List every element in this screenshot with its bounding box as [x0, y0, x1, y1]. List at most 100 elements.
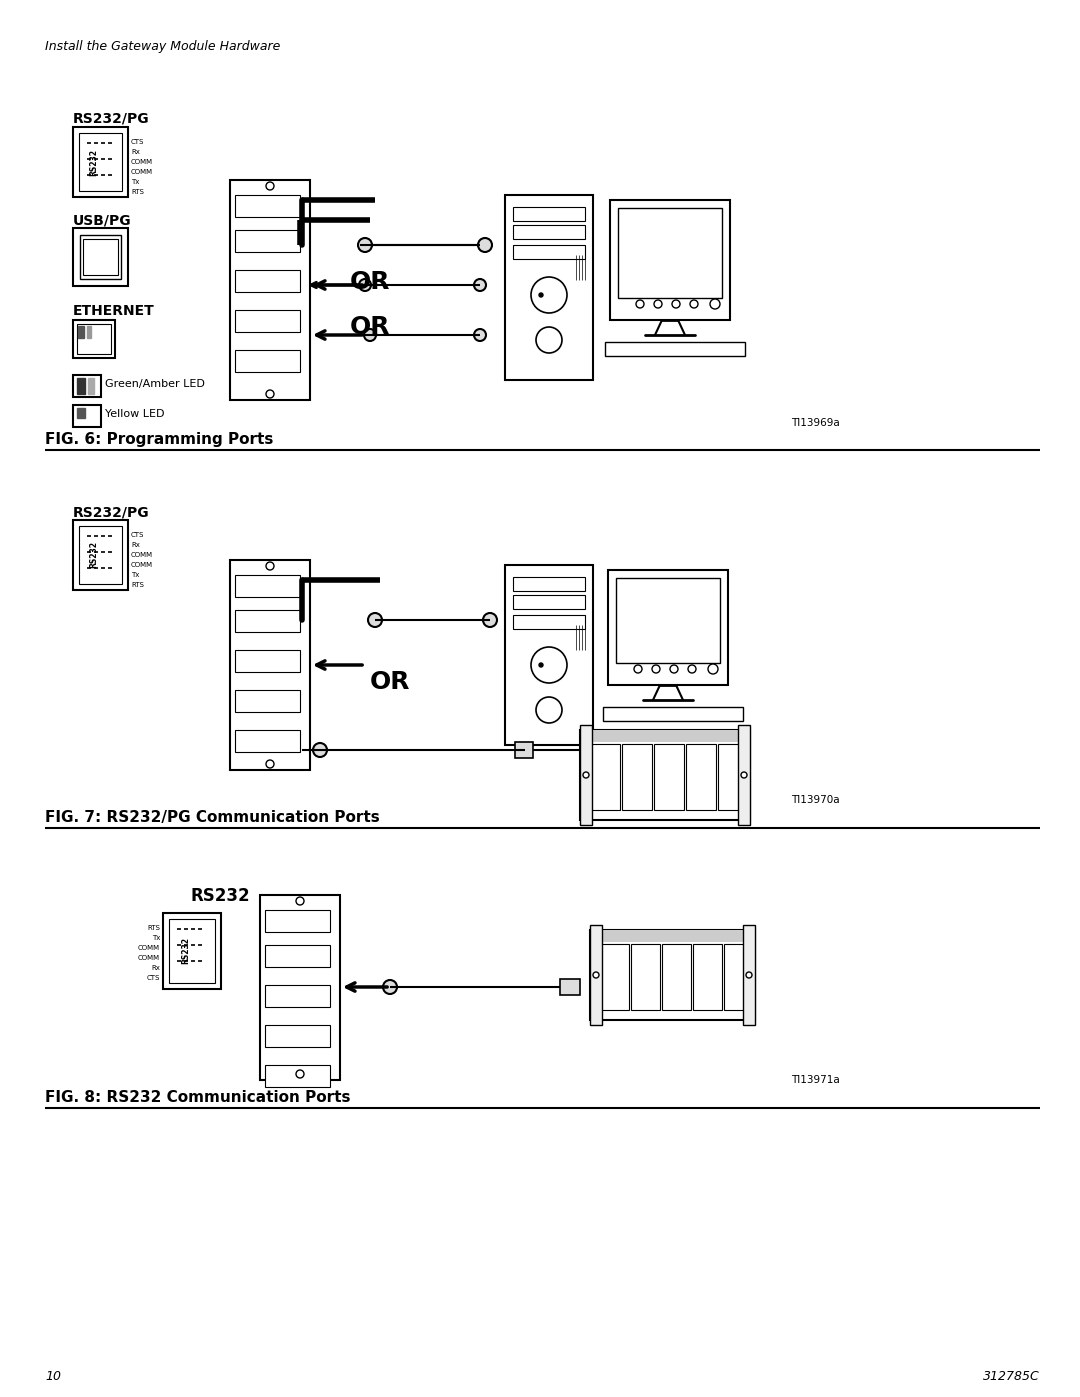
Bar	[610, 200, 730, 320]
Bar	[580, 731, 750, 742]
Circle shape	[654, 300, 662, 307]
Circle shape	[296, 897, 303, 905]
Circle shape	[636, 300, 644, 307]
Text: OR: OR	[350, 270, 390, 293]
Text: Rx: Rx	[151, 965, 160, 971]
Text: COMM: COMM	[131, 169, 153, 175]
Circle shape	[266, 562, 274, 570]
Bar	[77, 379, 85, 394]
Circle shape	[536, 327, 562, 353]
Bar	[73, 520, 129, 590]
Text: Yellow LED: Yellow LED	[105, 409, 164, 419]
Bar	[79, 133, 122, 191]
Bar	[235, 576, 300, 597]
Text: TI13971a: TI13971a	[792, 1076, 840, 1085]
Bar	[78, 326, 84, 338]
Bar	[505, 196, 593, 380]
Circle shape	[670, 665, 678, 673]
Text: Rx: Rx	[131, 542, 140, 548]
Text: CTS: CTS	[131, 138, 145, 145]
Circle shape	[357, 237, 372, 251]
Circle shape	[741, 773, 747, 778]
Bar	[235, 231, 300, 251]
Text: Tx: Tx	[151, 935, 160, 942]
Bar	[622, 745, 652, 810]
Bar	[743, 925, 755, 1025]
Text: COMM: COMM	[131, 562, 153, 569]
Bar	[590, 930, 755, 1020]
Text: TI13970a: TI13970a	[792, 795, 840, 805]
Bar	[265, 909, 330, 932]
Bar	[631, 944, 660, 1010]
Circle shape	[634, 665, 642, 673]
Text: Rx: Rx	[131, 149, 140, 155]
Bar	[513, 595, 585, 609]
Circle shape	[266, 760, 274, 768]
Bar	[616, 578, 720, 664]
Text: COMM: COMM	[131, 159, 153, 165]
Bar	[83, 239, 118, 275]
Bar	[265, 985, 330, 1007]
Bar	[513, 615, 585, 629]
Bar	[515, 742, 534, 759]
Circle shape	[383, 981, 397, 995]
Circle shape	[710, 299, 720, 309]
Text: Install the Gateway Module Hardware: Install the Gateway Module Hardware	[45, 41, 281, 53]
Text: COMM: COMM	[131, 552, 153, 557]
Bar	[600, 944, 629, 1010]
Bar	[230, 560, 310, 770]
Bar	[265, 1025, 330, 1046]
Text: ETHERNET: ETHERNET	[73, 305, 154, 319]
Text: OR: OR	[350, 314, 390, 339]
Text: FIG. 7: RS232/PG Communication Ports: FIG. 7: RS232/PG Communication Ports	[45, 810, 380, 826]
Circle shape	[690, 300, 698, 307]
Bar	[235, 650, 300, 672]
Text: RS232: RS232	[190, 887, 249, 905]
Bar	[265, 1065, 330, 1087]
Bar	[590, 745, 620, 810]
Bar	[513, 225, 585, 239]
Circle shape	[531, 647, 567, 683]
Circle shape	[746, 972, 752, 978]
Bar	[718, 745, 748, 810]
Circle shape	[583, 773, 589, 778]
Bar	[654, 745, 684, 810]
Text: FIG. 8: RS232 Communication Ports: FIG. 8: RS232 Communication Ports	[45, 1090, 351, 1105]
Circle shape	[474, 279, 486, 291]
Bar	[73, 127, 129, 197]
Circle shape	[531, 277, 567, 313]
Bar	[168, 919, 215, 983]
Bar	[230, 180, 310, 400]
Bar	[738, 725, 750, 826]
Bar	[686, 745, 716, 810]
Bar	[513, 207, 585, 221]
Bar	[87, 326, 91, 338]
Bar	[235, 196, 300, 217]
Text: RS232/PG: RS232/PG	[73, 504, 150, 520]
Text: OR: OR	[369, 671, 410, 694]
Text: RTS: RTS	[147, 925, 160, 930]
Circle shape	[478, 237, 492, 251]
Bar	[590, 925, 602, 1025]
Circle shape	[539, 293, 543, 298]
Text: TI13969a: TI13969a	[792, 418, 840, 427]
Bar	[235, 610, 300, 631]
Text: Green/Amber LED: Green/Amber LED	[105, 379, 205, 388]
Circle shape	[672, 300, 680, 307]
Circle shape	[688, 665, 696, 673]
Bar	[260, 895, 340, 1080]
Bar	[235, 351, 300, 372]
Bar	[77, 324, 111, 353]
Text: RS232/PG: RS232/PG	[73, 112, 150, 126]
Bar	[561, 979, 580, 995]
Text: RS232: RS232	[90, 542, 98, 569]
Text: RTS: RTS	[131, 583, 144, 588]
Bar	[724, 944, 753, 1010]
Circle shape	[359, 279, 372, 291]
Circle shape	[364, 330, 376, 341]
Bar	[235, 690, 300, 712]
Circle shape	[266, 390, 274, 398]
Circle shape	[536, 697, 562, 724]
Circle shape	[474, 330, 486, 341]
Bar	[235, 731, 300, 752]
